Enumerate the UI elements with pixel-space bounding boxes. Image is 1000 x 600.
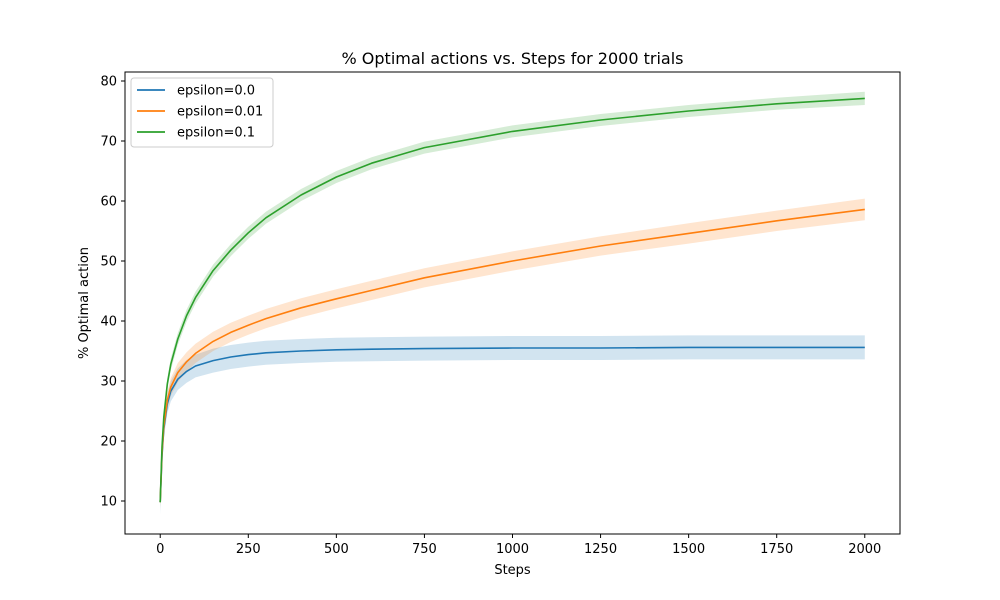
series-lines	[159, 97, 865, 503]
series-line-1	[159, 346, 865, 503]
x-tick-label: 0	[156, 542, 164, 557]
legend-box	[130, 77, 274, 148]
y-axis-label: % Optimal action	[77, 247, 92, 359]
y-tick-label: 80	[100, 75, 117, 90]
x-axis-label: Steps	[494, 563, 531, 578]
chart-title: % Optimal actions vs. Steps for 2000 tri…	[342, 49, 684, 68]
legend-label-3: epsilon=0.1	[177, 126, 255, 141]
legend-label-2: epsilon=0.01	[177, 105, 263, 120]
x-tick-label: 1500	[672, 542, 705, 557]
x-tick-label: 250	[236, 542, 261, 557]
confidence-band-series-1	[160, 335, 865, 515]
legend: epsilon=0.0 epsilon=0.01 epsilon=0.1	[130, 77, 274, 148]
x-axis-ticks: 0 250 500 750 1000 1250 1500 1750 2000	[156, 534, 881, 557]
y-tick-label: 60	[100, 195, 117, 210]
y-tick-label: 20	[100, 435, 117, 450]
y-tick-label: 50	[100, 255, 117, 270]
x-tick-label: 750	[412, 542, 437, 557]
x-tick-label: 1250	[584, 542, 617, 557]
legend-label-1: epsilon=0.0	[177, 84, 255, 99]
series-line-3	[159, 97, 865, 503]
y-tick-label: 70	[100, 135, 117, 150]
x-tick-label: 2000	[848, 542, 881, 557]
y-tick-label: 30	[100, 375, 117, 390]
series-line-2	[159, 208, 865, 503]
y-tick-label: 40	[100, 315, 117, 330]
y-axis-ticks: 10 20 30 40 50 60 70 80	[100, 75, 125, 510]
x-tick-label: 1750	[760, 542, 793, 557]
x-tick-label: 1000	[496, 542, 529, 557]
y-tick-label: 10	[100, 495, 117, 510]
x-tick-label: 500	[324, 542, 349, 557]
